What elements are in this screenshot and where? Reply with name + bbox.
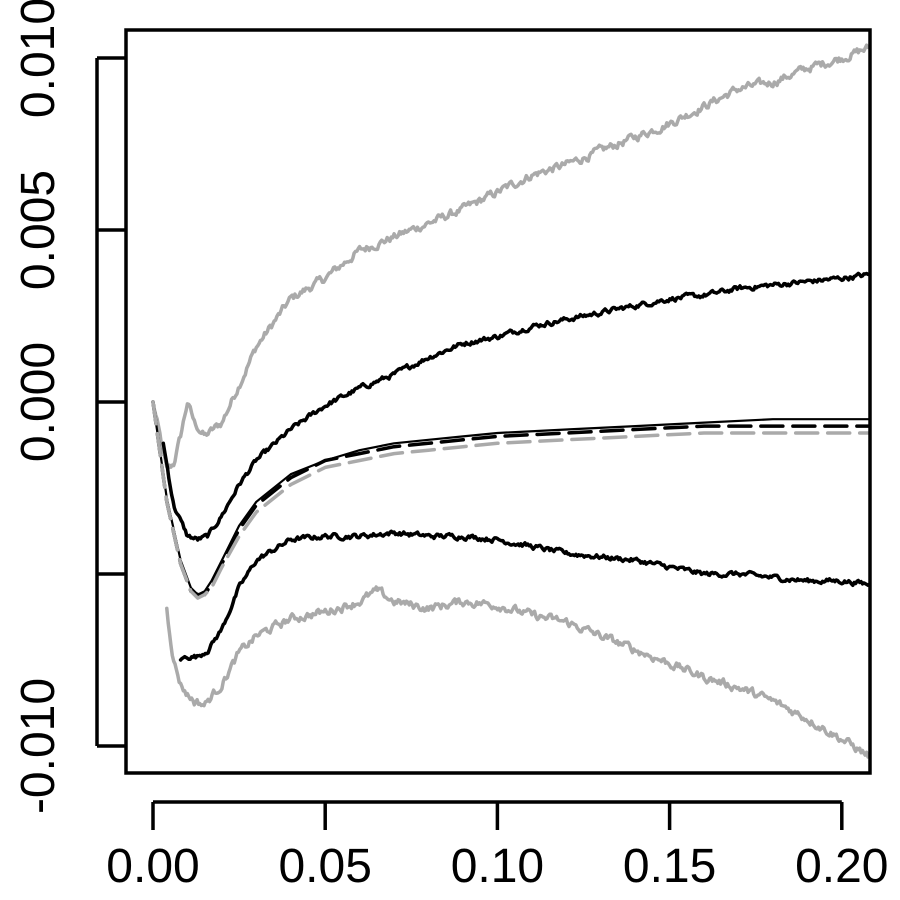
y-tick-label: -0.010: [12, 678, 65, 814]
axis-layer: 0.00 0.05 0.10 0.15 0.20 -0.010 0.000 0.005 0.01…: [12, 0, 889, 893]
series-line-4: [165, 585, 870, 759]
series-layer: [151, 43, 870, 759]
series-line-3: [178, 529, 870, 662]
y-tick-label: 0.010: [12, 0, 65, 118]
plot-frame: [124, 28, 872, 775]
x-tick-label: 0.05: [278, 840, 371, 893]
y-tick-label: 0.000: [12, 342, 65, 462]
series-line-5: [151, 400, 870, 596]
series-line-2: [161, 271, 870, 542]
x-tick-label: 0.15: [623, 840, 716, 893]
x-tick-label: 0.10: [451, 840, 544, 893]
series-line-7: [151, 400, 870, 600]
x-tick-label: 0.20: [795, 840, 888, 893]
x-tick-label: 0.00: [106, 840, 199, 893]
series-line-1: [151, 43, 870, 470]
y-tick-label: 0.005: [12, 170, 65, 290]
